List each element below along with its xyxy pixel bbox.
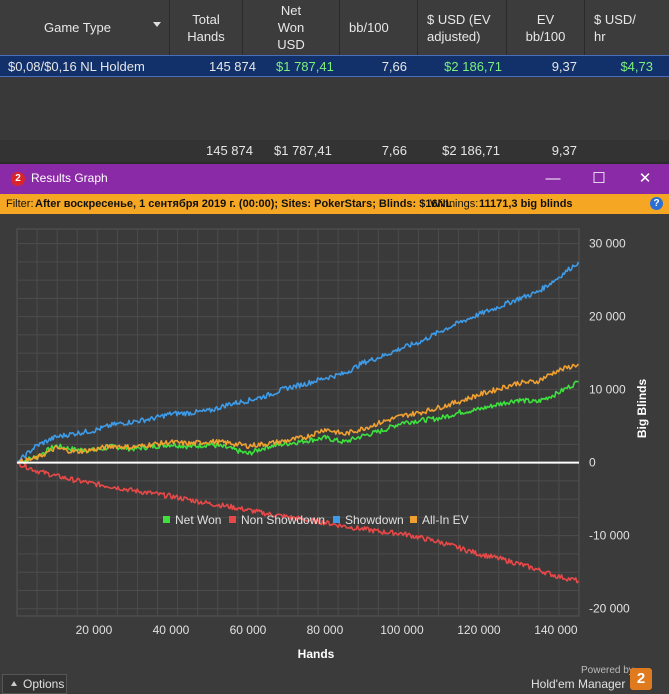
legend-label: Non Showdown: [241, 513, 326, 527]
table-row[interactable]: $0,08/$0,16 NL Holdem 145 874 $1 787,41 …: [0, 55, 669, 77]
series-line-all-in-ev: [16, 363, 580, 465]
cell-usd-ev: $2 186,71: [444, 59, 502, 74]
cell-ev-bb100: 9,37: [551, 59, 577, 74]
close-button[interactable]: ✕: [638, 170, 652, 187]
winnings-label: Winnings:: [430, 198, 479, 210]
legend-swatch: [229, 516, 236, 523]
total-bb100: 7,66: [381, 143, 407, 158]
x-tick-label: 140 000: [534, 623, 578, 637]
legend-item-showdown[interactable]: Showdown: [333, 513, 404, 527]
brand-logo-icon: 2: [630, 668, 652, 690]
y-tick-label: 0: [589, 456, 596, 470]
column-header-game-type[interactable]: Game Type: [0, 0, 170, 55]
x-tick-label: 40 000: [153, 623, 190, 637]
maximize-button[interactable]: ☐: [592, 170, 606, 187]
cell-net-won: $1 787,41: [276, 59, 334, 74]
x-tick-label: 80 000: [307, 623, 344, 637]
legend-item-all-in-ev[interactable]: All-In EV: [410, 513, 469, 527]
filter-bar[interactable]: Filter: After воскресенье, 1 сентября 20…: [0, 194, 669, 214]
total-net-won: $1 787,41: [274, 143, 332, 158]
cell-total-hands: 145 874: [209, 59, 256, 74]
legend-swatch: [333, 516, 340, 523]
app-logo-icon: 2: [11, 172, 25, 186]
column-header-usd-hr[interactable]: $ USD/ hr: [594, 11, 636, 44]
x-tick-label: 60 000: [230, 623, 267, 637]
sort-dropdown-icon[interactable]: [153, 22, 161, 27]
cell-usd-hr: $4,73: [620, 59, 653, 74]
series-line-non-showdown: [16, 461, 580, 584]
total-hands: 145 874: [206, 143, 253, 158]
legend-swatch: [163, 516, 170, 523]
filter-value: After воскресенье, 1 сентября 2019 г. (0…: [35, 198, 453, 210]
column-header-label: Game Type: [44, 20, 111, 35]
table-header: Game Type Total Hands Net Won USD bb/100…: [0, 0, 669, 56]
total-ev-bb100: 9,37: [551, 143, 577, 158]
results-chart: 20 000 40 000 60 000 80 000 100 000 120 000 14…: [16, 228, 649, 661]
brand-name: Hold'em Manager: [531, 677, 626, 691]
expand-up-icon: [11, 681, 17, 686]
options-button[interactable]: Options: [2, 674, 67, 694]
stats-table: Game Type Total Hands Net Won USD bb/100…: [0, 0, 669, 162]
help-icon[interactable]: ?: [650, 197, 663, 210]
y-tick-label: -20 000: [589, 602, 630, 616]
x-tick-label: 100 000: [380, 623, 424, 637]
column-header-total-hands[interactable]: Total Hands: [170, 0, 243, 55]
column-header-net-won[interactable]: Net Won USD: [243, 0, 340, 55]
total-usd-ev: $2 186,71: [442, 143, 500, 158]
y-tick-label: 30 000: [589, 237, 626, 251]
y-tick-label: 10 000: [589, 383, 626, 397]
y-tick-label: 20 000: [589, 310, 626, 324]
minimize-button[interactable]: —: [545, 170, 561, 187]
table-totals-row: 145 874 $1 787,41 7,66 $2 186,71 9,37: [0, 140, 669, 162]
legend-label: Net Won: [175, 513, 222, 527]
powered-by-text: Powered by: [581, 665, 634, 676]
window-titlebar[interactable]: 2 Results Graph — ☐ ✕: [0, 164, 669, 194]
x-tick-label: 20 000: [76, 623, 113, 637]
column-header-ev-bb100[interactable]: EV bb/100: [507, 0, 585, 55]
column-header-usd-ev[interactable]: $ USD (EV adjusted): [418, 0, 507, 55]
series-line-showdown: [16, 261, 580, 464]
table-empty-area: [0, 77, 669, 140]
legend-item-non-showdown[interactable]: Non Showdown: [229, 513, 325, 527]
y-tick-label: -10 000: [589, 529, 630, 543]
options-label: Options: [23, 677, 65, 691]
legend-swatch: [410, 516, 417, 523]
filter-label: Filter:: [6, 198, 34, 210]
x-tick-label: 120 000: [457, 623, 501, 637]
winnings-value: 11171,3 big blinds: [479, 198, 573, 210]
window-title: Results Graph: [31, 171, 108, 185]
legend-item-net-won[interactable]: Net Won: [163, 513, 221, 527]
legend-label: Showdown: [345, 513, 404, 527]
cell-bb100: 7,66: [381, 59, 407, 74]
legend-label: All-In EV: [422, 513, 469, 527]
column-header-bb100[interactable]: bb/100: [340, 0, 418, 55]
cell-game-type: $0,08/$0,16 NL Holdem: [8, 59, 145, 74]
x-axis-title: Hands: [298, 647, 335, 661]
results-graph-window: 2 Results Graph — ☐ ✕ Filter: After воск…: [0, 164, 669, 694]
y-axis-title: Big Blinds: [635, 379, 649, 439]
